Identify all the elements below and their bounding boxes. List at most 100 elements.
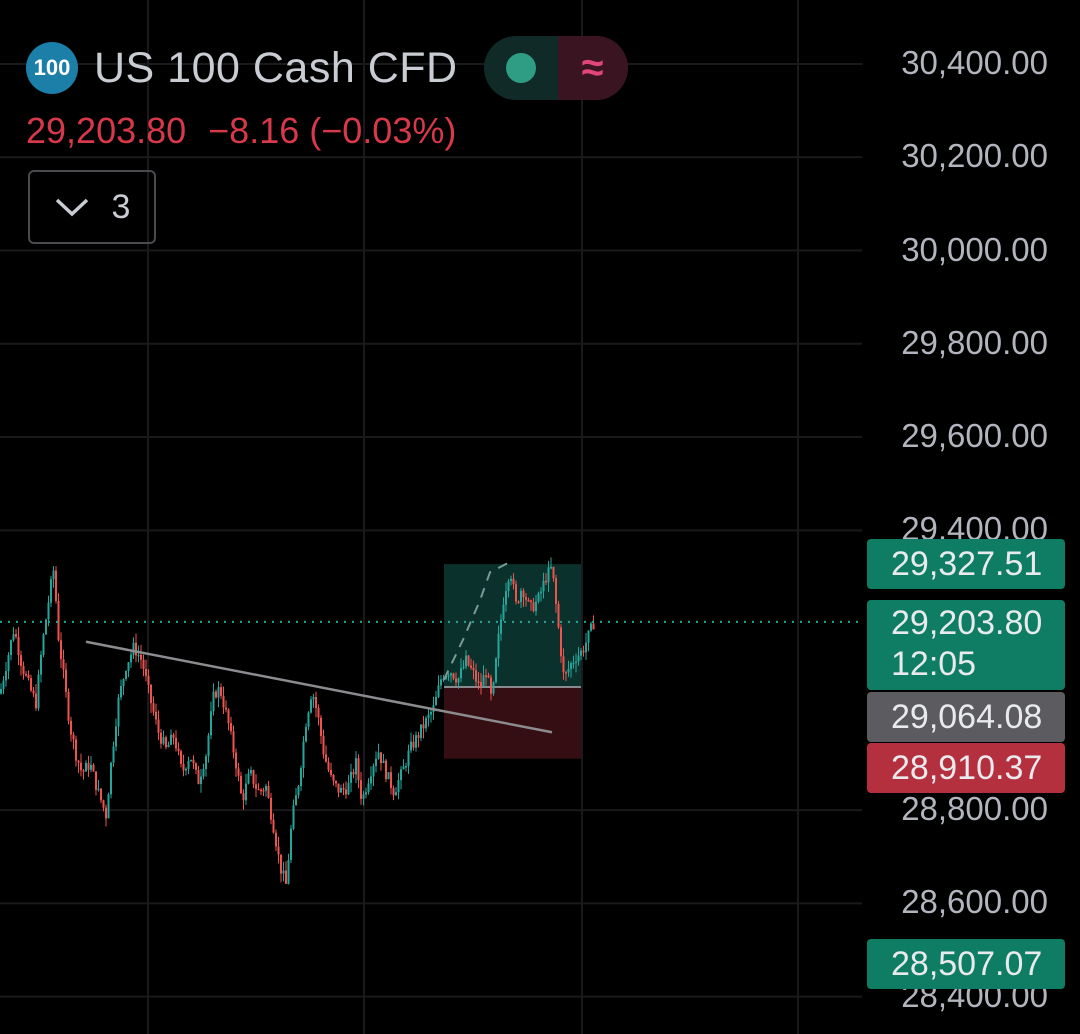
candle-body — [302, 741, 305, 769]
candle-body — [372, 765, 375, 777]
candle-body — [95, 771, 97, 790]
candle-body — [227, 709, 230, 724]
candle-body — [522, 590, 525, 598]
candle-body — [340, 787, 342, 793]
candle-body — [197, 769, 200, 785]
candle-body — [552, 566, 555, 579]
candle-body — [87, 762, 90, 770]
candle-body — [310, 699, 312, 713]
candle-body — [235, 752, 237, 769]
candle-body — [152, 703, 155, 712]
symbol-title[interactable]: US 100 Cash CFD — [94, 43, 458, 92]
candle-body — [117, 697, 120, 727]
candle-body — [482, 675, 485, 688]
candle-body — [150, 684, 152, 704]
candle-body — [305, 726, 307, 742]
candle-body — [45, 619, 47, 635]
candle-body — [0, 689, 2, 694]
candle-body — [192, 759, 195, 764]
drawings[interactable] — [0, 562, 862, 734]
symbol-logo[interactable]: 100 — [26, 42, 78, 94]
indicators-toggle-button[interactable]: 3 — [28, 170, 156, 244]
candle-body — [442, 678, 445, 681]
candle-body — [312, 697, 315, 700]
candle-body — [172, 734, 175, 738]
candle-body — [352, 771, 355, 775]
candle-body — [282, 870, 285, 874]
candle-body — [510, 578, 512, 582]
candle-body — [455, 678, 457, 683]
candle-body — [392, 788, 395, 796]
candle-body — [470, 665, 472, 668]
candle-body — [430, 711, 432, 715]
candle-body — [405, 766, 407, 768]
candle-body — [460, 668, 462, 679]
candle-body — [292, 805, 295, 829]
candle-body — [512, 578, 515, 585]
candle-body — [547, 567, 550, 583]
candle-body — [467, 655, 470, 666]
candle-body — [297, 786, 300, 796]
candle-body — [180, 751, 182, 764]
candle-body — [120, 686, 122, 698]
candle-body — [415, 735, 417, 748]
candle-body — [365, 792, 367, 795]
price-axis-tick: 29,600.00 — [901, 417, 1048, 455]
candle-body — [247, 773, 250, 784]
candle-body — [332, 775, 335, 781]
candle-body — [412, 741, 415, 748]
candle-body — [492, 682, 495, 694]
candle-body — [545, 580, 547, 583]
candle-body — [540, 591, 542, 594]
candle-body — [182, 763, 185, 771]
candle-body — [82, 770, 85, 772]
candle-body — [327, 761, 330, 770]
candle-body — [100, 788, 102, 801]
loss-zone — [444, 686, 581, 759]
candle-body — [102, 800, 105, 808]
candle-body — [72, 734, 75, 740]
candle-body — [367, 783, 370, 793]
candle-body — [80, 762, 82, 771]
candle-body — [122, 679, 125, 687]
candle-body — [155, 711, 157, 720]
candle-body — [477, 681, 480, 683]
candle-body — [175, 737, 177, 749]
candle-body — [357, 758, 360, 781]
candle-body — [250, 770, 252, 774]
candle-body — [12, 634, 15, 641]
candle-body — [75, 739, 77, 761]
candle-body — [205, 756, 207, 770]
candle-body — [252, 770, 255, 785]
candle-body — [7, 655, 10, 672]
price-axis-tick: 30,000.00 — [901, 230, 1048, 268]
candle-body — [410, 741, 412, 751]
candle-body — [560, 627, 562, 657]
approx-icon[interactable]: ≈ — [557, 36, 628, 100]
candle-body — [317, 708, 320, 718]
candle-body — [52, 570, 55, 580]
candle-body — [585, 642, 587, 653]
candle-body — [25, 674, 27, 676]
price-change-abs: −8.16 — [208, 110, 300, 151]
candle-body — [70, 720, 72, 735]
candle-body — [530, 600, 532, 603]
status-pill[interactable]: ≈ — [483, 36, 628, 100]
candle-body — [462, 666, 465, 669]
candle-body — [65, 669, 67, 692]
candle-body — [517, 601, 520, 604]
lower-price-label: 28,507.07 — [891, 945, 1043, 983]
candle-body — [47, 602, 50, 620]
candle-body — [187, 760, 190, 769]
candle-body — [452, 673, 455, 679]
candle-body — [507, 581, 510, 592]
long-position-tool[interactable] — [444, 564, 581, 759]
candle-body — [20, 655, 22, 666]
candle-body — [17, 636, 20, 656]
symbol-badge-text: 100 — [33, 55, 71, 80]
candle-body — [572, 662, 575, 665]
candle-body — [275, 832, 277, 847]
price-change: −8.16 (−0.03%) — [208, 110, 456, 152]
candle-body — [242, 793, 245, 801]
